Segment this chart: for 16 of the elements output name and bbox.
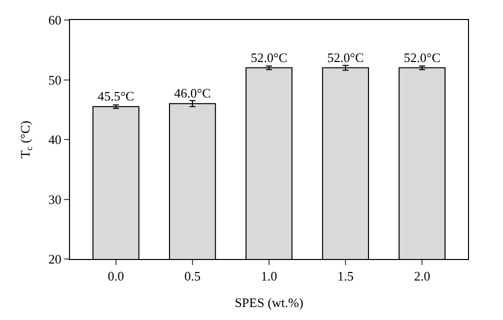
- y-tick-label: 60: [48, 12, 62, 28]
- data-label: 52.0°C: [327, 50, 364, 65]
- data-label: 52.0°C: [404, 50, 440, 65]
- data-label: 45.5°C: [98, 88, 134, 104]
- y-tick-label: 20: [48, 252, 62, 267]
- x-tick-label: 2.0: [414, 268, 430, 284]
- data-label: 52.0°C: [250, 50, 288, 65]
- x-tick-label: 1.0: [260, 268, 278, 284]
- x-tick-label: 1.5: [337, 268, 354, 284]
- x-axis-title: SPES (wt.%): [234, 295, 304, 310]
- x-tick-label: 0.5: [184, 268, 201, 284]
- data-label: 46.0°C: [174, 86, 211, 101]
- x-tick-label: 0.0: [108, 268, 124, 284]
- y-tick-label: 40: [48, 132, 62, 148]
- y-tick-label: 50: [48, 72, 62, 88]
- y-tick-label: 30: [48, 192, 62, 207]
